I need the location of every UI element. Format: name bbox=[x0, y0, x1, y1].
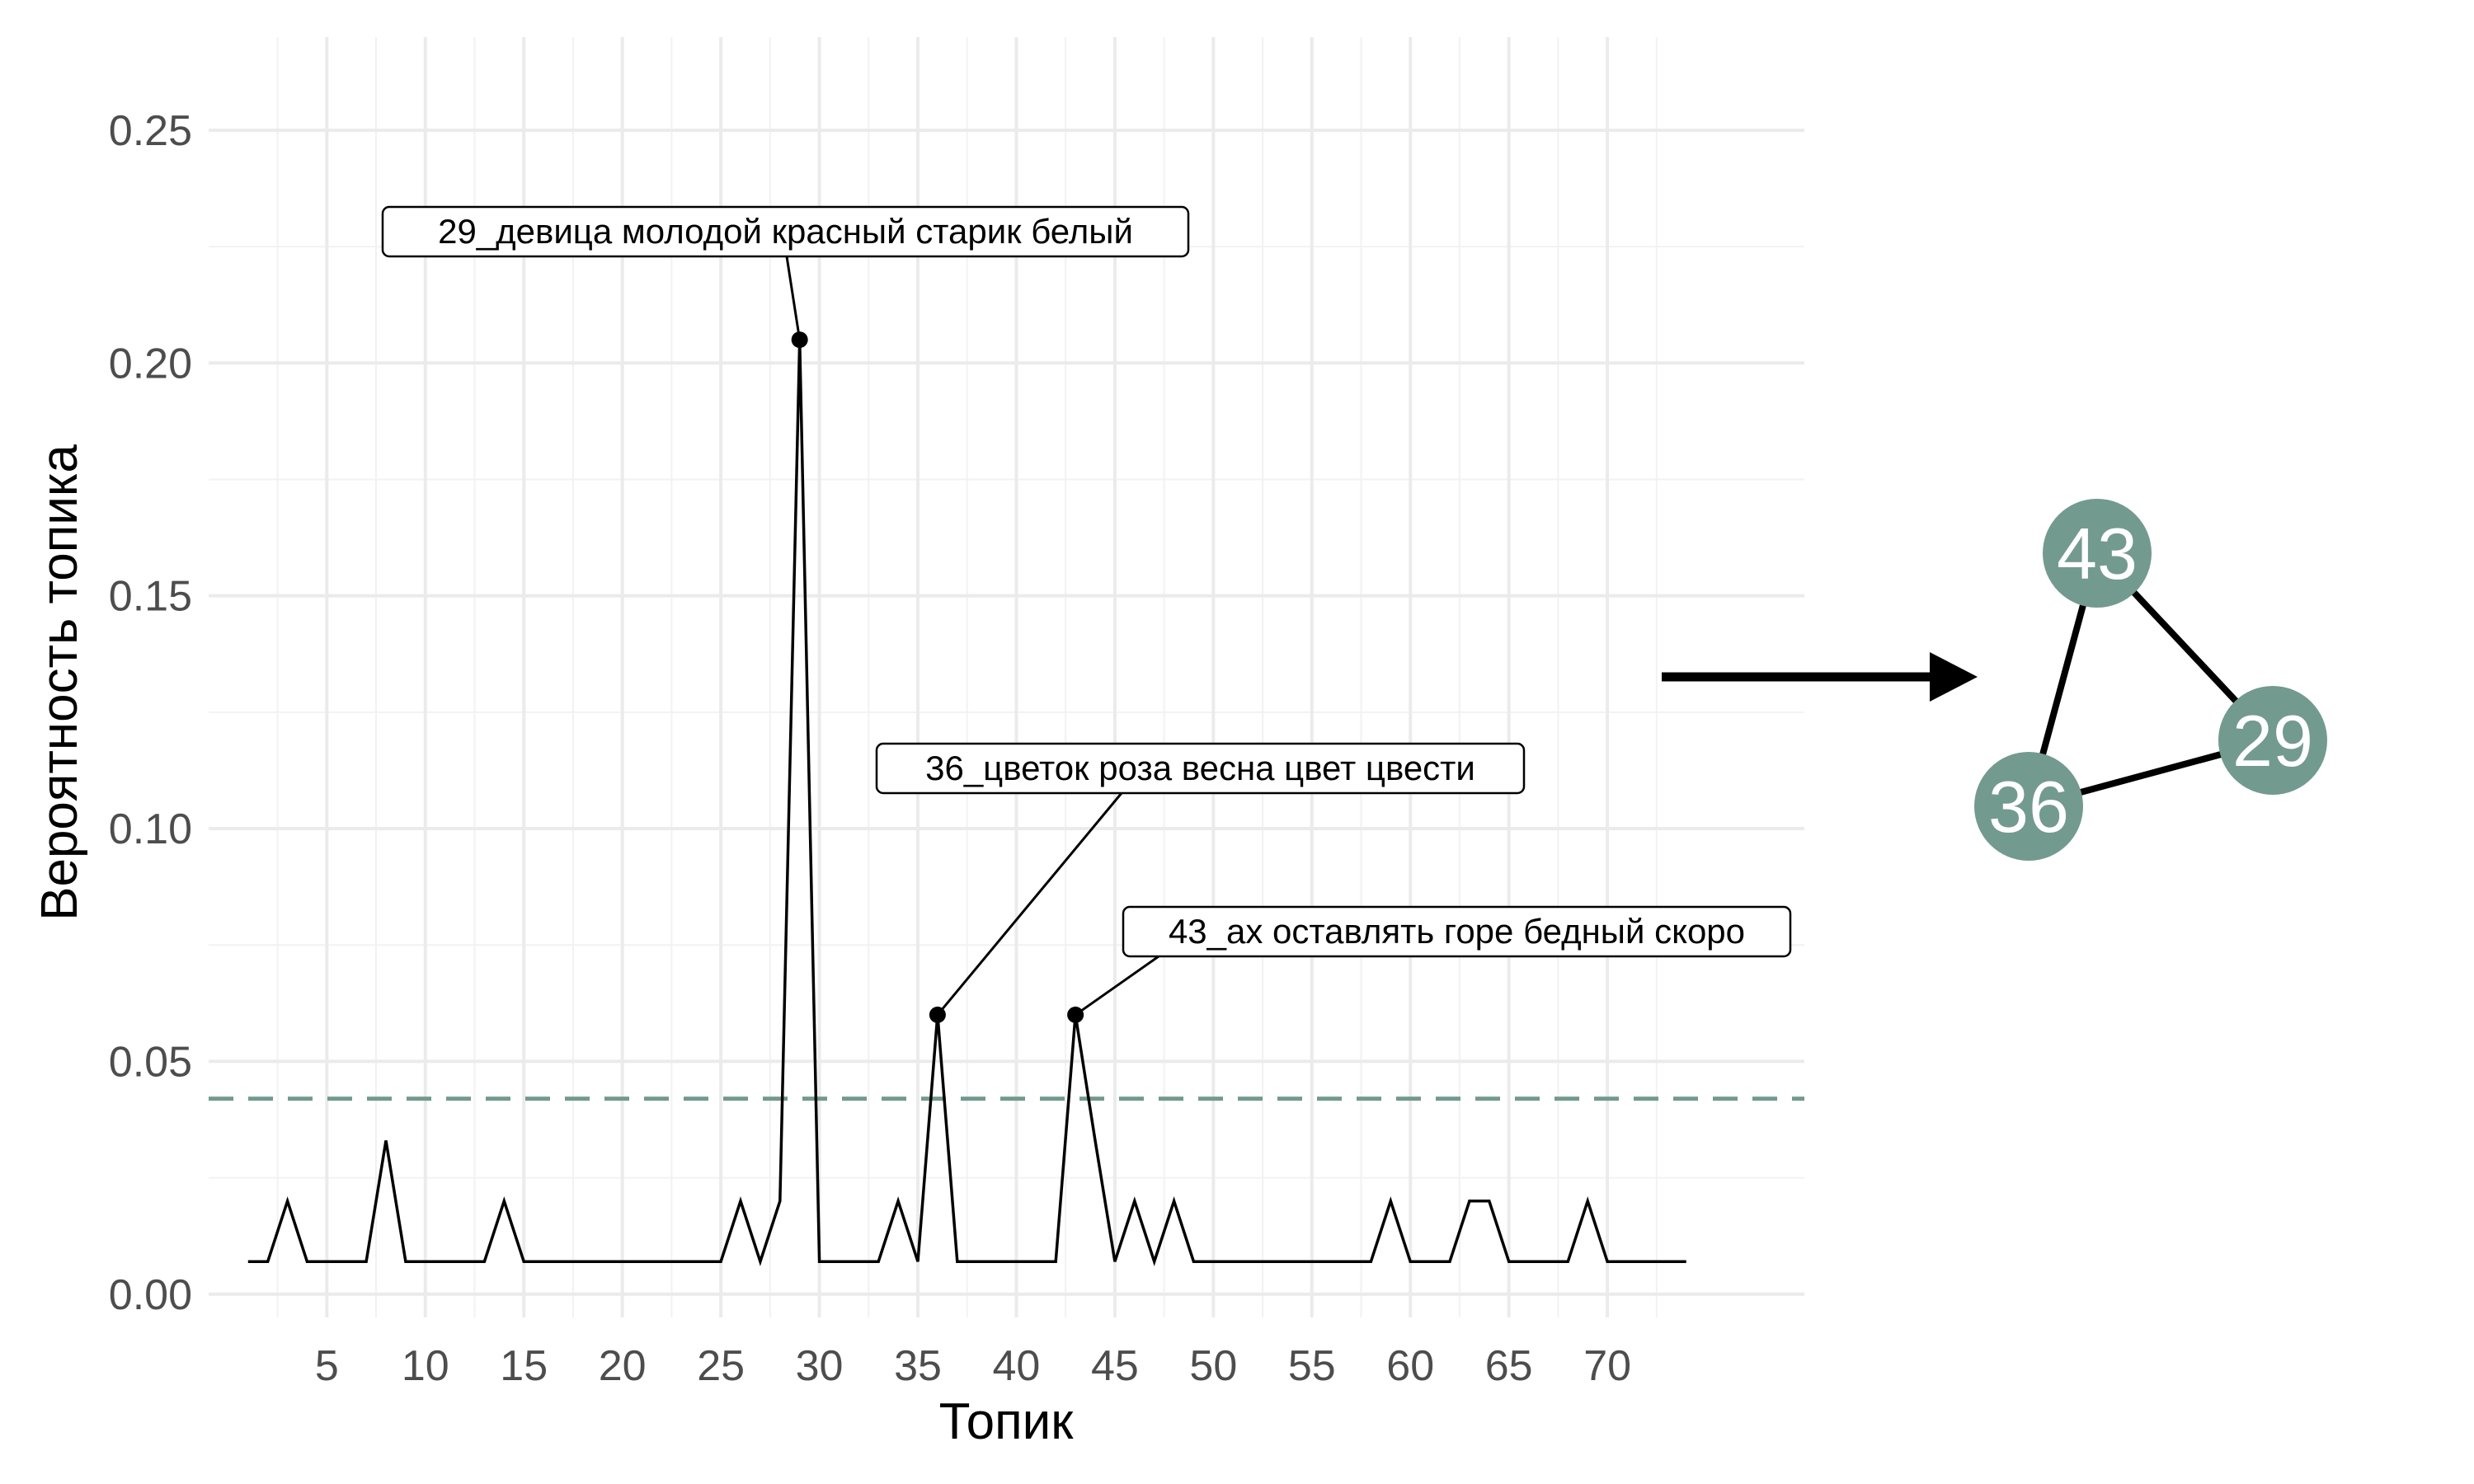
annotation-label-box bbox=[1122, 905, 1792, 958]
network-node bbox=[2218, 686, 2327, 795]
annotation-layer: 29_девица молодой красный старик белый 36… bbox=[381, 205, 1792, 1023]
tick-layer: 5 10 15 20 25 30 35 40 45 50 55 60 65 70 0.00 0.05 0.10 0… bbox=[109, 107, 1631, 1390]
x-tick-label: 30 bbox=[796, 1342, 844, 1390]
x-axis-title: Топик bbox=[939, 1393, 1075, 1450]
x-tick-label: 20 bbox=[599, 1342, 647, 1390]
x-tick-label: 25 bbox=[697, 1342, 745, 1390]
highlight-point bbox=[929, 1006, 946, 1023]
x-tick-label: 60 bbox=[1386, 1342, 1434, 1390]
highlight-point bbox=[1067, 1006, 1084, 1023]
annotation-leader-line bbox=[785, 256, 802, 340]
annotation-label: 36_цветок роза весна цвет цвести bbox=[925, 749, 1475, 787]
y-tick-label: 0.05 bbox=[109, 1038, 192, 1086]
y-tick-label: 0.15 bbox=[109, 573, 192, 621]
annotation-label: 43_ах оставлять горе бедный скоро bbox=[1169, 912, 1745, 951]
network-node-label: 43 bbox=[2057, 513, 2138, 594]
x-tick-label: 35 bbox=[894, 1342, 942, 1390]
annotation-label-box bbox=[381, 205, 1190, 258]
highlight-point bbox=[791, 331, 808, 349]
x-tick-label: 70 bbox=[1583, 1342, 1631, 1390]
y-tick-label: 0.10 bbox=[109, 805, 192, 853]
topic-network-diagram: 43 29 36 bbox=[1974, 499, 2327, 861]
network-node-label: 36 bbox=[1988, 766, 2069, 848]
x-tick-label: 15 bbox=[500, 1342, 548, 1390]
x-tick-label: 10 bbox=[402, 1342, 449, 1390]
y-tick-label: 0.00 bbox=[109, 1271, 192, 1319]
x-tick-label: 45 bbox=[1091, 1342, 1139, 1390]
x-tick-label: 5 bbox=[315, 1342, 339, 1390]
series-layer bbox=[247, 340, 1686, 1266]
network-node bbox=[1974, 752, 2083, 861]
annotation-leader-line bbox=[1075, 955, 1159, 1017]
y-tick-label: 0.20 bbox=[109, 340, 192, 387]
annotation-label: 29_девица молодой красный старик белый bbox=[438, 212, 1133, 251]
x-tick-label: 50 bbox=[1189, 1342, 1237, 1390]
x-tick-label: 55 bbox=[1288, 1342, 1336, 1390]
x-tick-label: 65 bbox=[1485, 1342, 1533, 1390]
annotation-leader-line bbox=[936, 792, 1123, 1016]
network-node-label: 29 bbox=[2232, 700, 2313, 782]
x-tick-label: 40 bbox=[993, 1342, 1041, 1390]
right-arrow-icon bbox=[1662, 652, 1978, 702]
y-axis-title: Вероятность топика bbox=[31, 444, 88, 921]
y-tick-label: 0.25 bbox=[109, 107, 192, 155]
network-node bbox=[2043, 499, 2152, 608]
annotation-label-box bbox=[875, 742, 1526, 795]
series-line bbox=[247, 340, 1686, 1266]
